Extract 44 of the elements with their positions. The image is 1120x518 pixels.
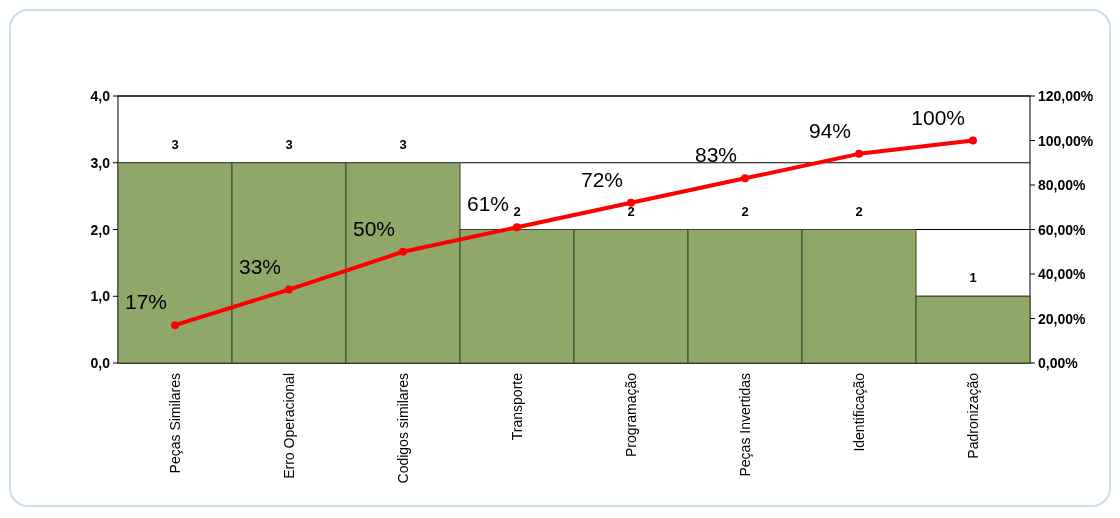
data-label: 2 bbox=[513, 203, 521, 219]
y-tick-label: 3,0 bbox=[90, 154, 111, 171]
data-label: 94% bbox=[808, 118, 851, 142]
data-label: 1 bbox=[969, 270, 977, 286]
data-label: 61% bbox=[466, 192, 509, 216]
x-tick-label: Erro Operacional bbox=[281, 373, 297, 479]
data-label: 83% bbox=[694, 143, 737, 167]
point bbox=[741, 174, 749, 183]
y-tick-label: 4,0 bbox=[90, 88, 111, 104]
y2-tick-label: 40,00% bbox=[1038, 266, 1087, 282]
y2-tick-label: 20,00% bbox=[1038, 310, 1087, 327]
y-tick-label: 2,0 bbox=[90, 221, 111, 238]
data-label: 50% bbox=[352, 216, 395, 240]
point bbox=[171, 321, 179, 330]
y2-tick-label: 120,00% bbox=[1038, 88, 1094, 104]
x-tick-label: Programação bbox=[623, 372, 639, 458]
point bbox=[969, 136, 977, 145]
point bbox=[399, 247, 407, 256]
point bbox=[513, 223, 521, 232]
y2-tick-label: 100,00% bbox=[1038, 132, 1094, 149]
y2-tick-label: 60,00% bbox=[1038, 221, 1087, 238]
x-tick-label: Codigos similares bbox=[395, 373, 411, 484]
x-tick-label: Identificação bbox=[851, 372, 867, 452]
data-label: 3 bbox=[285, 136, 293, 152]
x-tick-label: Transporte bbox=[509, 372, 525, 441]
point bbox=[285, 285, 293, 294]
data-label: 2 bbox=[855, 203, 863, 219]
data-label: 2 bbox=[627, 203, 635, 219]
data-label: 72% bbox=[580, 167, 623, 191]
data-label: 17% bbox=[124, 290, 167, 314]
point bbox=[627, 198, 635, 207]
y2-tick-label: 0,00% bbox=[1038, 355, 1079, 371]
data-label: 2 bbox=[741, 203, 749, 219]
data-label: 3 bbox=[171, 136, 179, 152]
data-label: 100% bbox=[911, 105, 965, 129]
x-tick-label: Peças Invertidas bbox=[737, 373, 753, 477]
data-label: 3 bbox=[399, 136, 407, 152]
x-tick-label: Padronização bbox=[965, 372, 981, 459]
point bbox=[855, 149, 863, 158]
y2-tick-label: 80,00% bbox=[1038, 177, 1087, 193]
x-tick-label: Peças Similares bbox=[167, 373, 183, 474]
data-label: 33% bbox=[238, 254, 281, 278]
y-tick-label: 1,0 bbox=[90, 288, 111, 305]
y-tick-label: 0,0 bbox=[90, 355, 111, 371]
